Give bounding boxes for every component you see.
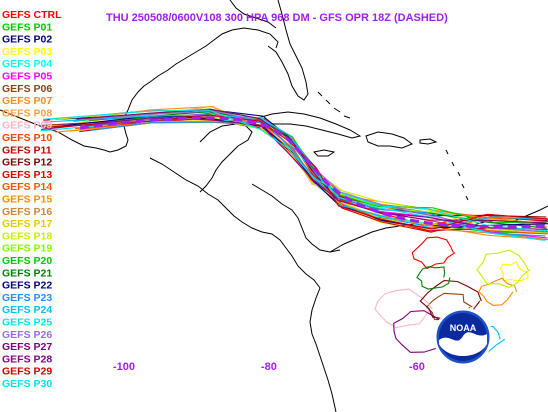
legend-item: GEFS P01 — [2, 21, 52, 33]
ensemble-member-contour — [41, 114, 548, 230]
map-title: THU 250508/0600V108 300 HPA 968 DM - GFS… — [106, 12, 448, 24]
legend-item: GEFS P06 — [2, 83, 52, 95]
ensemble-member-contour-south — [416, 266, 451, 290]
coastline-central-america-east — [251, 183, 341, 253]
legend-item: GEFS P28 — [2, 353, 52, 365]
legend-item: GEFS P03 — [2, 46, 52, 58]
legend-item: GEFS P30 — [2, 378, 52, 390]
coastline-bahamas — [317, 91, 351, 119]
ensemble-member-contour — [55, 117, 547, 228]
coastline-puerto-rico — [419, 138, 438, 145]
ensemble-member-contour — [41, 114, 546, 225]
gfs-operational-contour — [79, 116, 548, 229]
legend-item: GEFS P14 — [2, 181, 52, 193]
legend-item: GEFS P25 — [2, 317, 52, 329]
ensemble-member-contour-south — [476, 249, 531, 289]
coastline-jamaica — [312, 149, 336, 157]
ensemble-member-contour-south — [499, 261, 529, 282]
legend-item: GEFS P21 — [2, 267, 52, 279]
legend-item: GEFS P13 — [2, 169, 52, 181]
longitude-label: -80 — [261, 361, 277, 373]
coastline-florida — [267, 0, 309, 101]
longitude-label: -100 — [113, 361, 135, 373]
coastline-south-america-west — [309, 287, 337, 412]
legend-item: GEFS P02 — [2, 34, 52, 46]
legend-item: GEFS P04 — [2, 58, 52, 70]
legend-item: GEFS P18 — [2, 230, 52, 242]
legend-item: GEFS P29 — [2, 366, 52, 378]
ensemble-member-contour-south — [393, 310, 447, 353]
legend-item: GEFS P17 — [2, 218, 52, 230]
legend-item: GEFS P15 — [2, 194, 52, 206]
legend-item: GEFS P10 — [2, 132, 52, 144]
ensemble-member-contour-south — [478, 277, 518, 306]
ensemble-member-contour-south — [411, 236, 456, 270]
ensemble-member-contour — [42, 109, 548, 232]
legend-item: GEFS P20 — [2, 255, 52, 267]
legend-item: GEFS P05 — [2, 71, 52, 83]
ensemble-member-contour-south — [374, 288, 433, 329]
coastline-us-east — [229, 0, 277, 29]
legend-item: GEFS CTRL — [2, 9, 62, 21]
legend-item: GEFS P19 — [2, 243, 52, 255]
noaa-logo-text: NOAA — [450, 323, 477, 333]
coastline-north-america — [0, 27, 279, 153]
coastline-yucatan — [199, 123, 253, 193]
ensemble-member-contour — [41, 117, 548, 230]
legend-item: GEFS P22 — [2, 280, 52, 292]
noaa-logo: NOAA — [433, 307, 493, 367]
coastline-lesser-antilles — [445, 149, 469, 201]
ensemble-member-contour — [40, 116, 546, 242]
legend-item: GEFS P27 — [2, 341, 52, 353]
legend-item: GEFS P07 — [2, 95, 52, 107]
legend-item: GEFS P26 — [2, 329, 52, 341]
ensemble-member-contour — [42, 114, 546, 229]
ensemble-member-contour — [43, 109, 548, 226]
legend-item: GEFS P09 — [2, 120, 52, 132]
coastline-central-america — [149, 157, 321, 289]
longitude-label: -60 — [409, 361, 425, 373]
ensemble-member-contour — [83, 106, 548, 241]
ensemble-member-contour — [94, 118, 548, 218]
legend-item: GEFS P12 — [2, 157, 52, 169]
legend-item: GEFS P08 — [2, 107, 52, 119]
ensemble-member-contour — [46, 109, 548, 227]
coastline-cuba — [257, 111, 362, 139]
legend-item: GEFS P16 — [2, 206, 52, 218]
legend-item: GEFS P24 — [2, 304, 52, 316]
legend-item: GEFS P23 — [2, 292, 52, 304]
legend-item: GEFS P11 — [2, 144, 52, 156]
ensemble-member-contour — [53, 115, 548, 229]
ensemble-member-contour — [45, 116, 547, 224]
coastline-hispaniola — [365, 131, 414, 149]
